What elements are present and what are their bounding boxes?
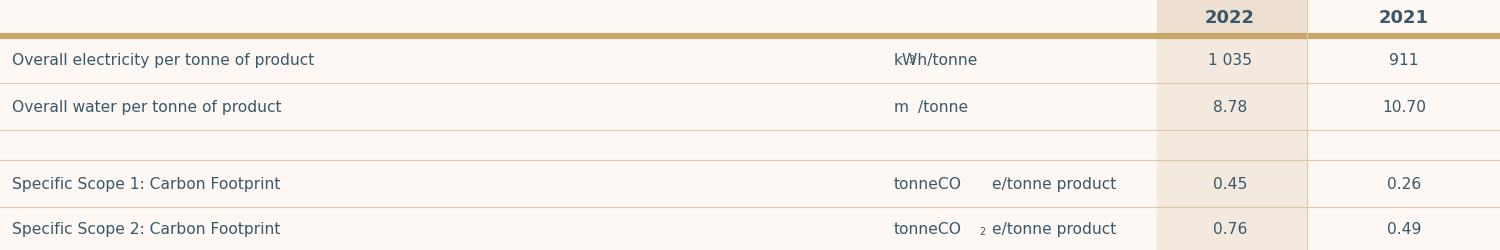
Bar: [1156, 37, 1306, 250]
Text: Specific Scope 2: Carbon Footprint: Specific Scope 2: Carbon Footprint: [12, 221, 280, 236]
Bar: [1156, 0, 1306, 37]
Text: 0.49: 0.49: [1386, 221, 1422, 236]
Text: 911: 911: [1389, 53, 1419, 68]
Text: Specific Scope 1: Carbon Footprint: Specific Scope 1: Carbon Footprint: [12, 176, 280, 191]
Text: 10.70: 10.70: [1382, 100, 1426, 114]
Text: 2: 2: [980, 226, 986, 236]
Text: e/tonne product: e/tonne product: [992, 221, 1116, 236]
Text: m: m: [894, 100, 909, 114]
Text: 0.26: 0.26: [1388, 176, 1420, 191]
Text: 1 035: 1 035: [1208, 53, 1252, 68]
Bar: [1306, 0, 1500, 37]
Text: /tonne: /tonne: [918, 100, 968, 114]
Text: 8.78: 8.78: [1214, 100, 1246, 114]
Text: kWh/tonne: kWh/tonne: [894, 53, 978, 68]
Text: tonneCO: tonneCO: [894, 221, 962, 236]
Text: 0.45: 0.45: [1212, 176, 1248, 191]
Text: 3: 3: [908, 54, 915, 64]
Text: 2022: 2022: [1204, 10, 1255, 28]
Text: Overall electricity per tonne of product: Overall electricity per tonne of product: [12, 53, 315, 68]
Text: 2021: 2021: [1378, 10, 1429, 28]
Text: tonneCO: tonneCO: [894, 176, 962, 191]
Bar: [1306, 37, 1500, 250]
Text: 0.76: 0.76: [1214, 221, 1246, 236]
Text: e/tonne product: e/tonne product: [992, 176, 1116, 191]
Text: Overall water per tonne of product: Overall water per tonne of product: [12, 100, 282, 114]
